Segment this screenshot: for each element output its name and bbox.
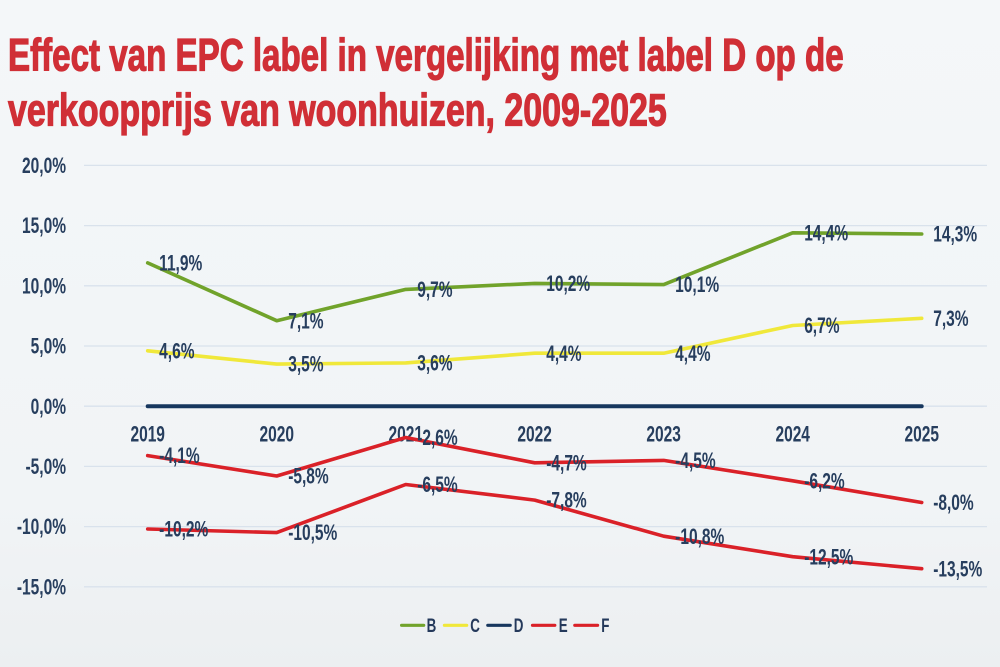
svg-text:7,1%: 7,1% — [288, 310, 323, 334]
svg-text:11,9%: 11,9% — [159, 252, 202, 276]
svg-text:2024: 2024 — [775, 423, 810, 447]
svg-text:4,4%: 4,4% — [675, 342, 710, 366]
svg-text:14,4%: 14,4% — [804, 222, 848, 246]
svg-text:E: E — [559, 616, 568, 637]
svg-text:Effect van EPC label in vergel: Effect van EPC label in vergelijking met… — [8, 31, 844, 81]
svg-text:2022: 2022 — [517, 423, 551, 447]
svg-text:10,1%: 10,1% — [675, 274, 719, 298]
svg-text:4,4%: 4,4% — [546, 342, 581, 366]
svg-text:-10,5%: -10,5% — [288, 522, 337, 546]
svg-text:20,0%: 20,0% — [22, 155, 66, 179]
svg-text:-8,0%: -8,0% — [933, 492, 974, 516]
svg-text:-4,7%: -4,7% — [546, 452, 587, 476]
svg-text:10,2%: 10,2% — [546, 273, 590, 297]
svg-text:2025: 2025 — [904, 423, 939, 447]
svg-text:2019: 2019 — [130, 423, 164, 447]
svg-text:2021: 2021 — [388, 423, 423, 447]
svg-text:D: D — [514, 616, 524, 637]
svg-text:3,5%: 3,5% — [288, 353, 323, 377]
svg-text:-2,6%: -2,6% — [417, 427, 458, 451]
svg-text:10,0%: 10,0% — [22, 275, 66, 299]
svg-text:B: B — [427, 616, 437, 637]
svg-text:-5,0%: -5,0% — [25, 456, 66, 480]
svg-text:5,0%: 5,0% — [31, 335, 66, 359]
svg-text:15,0%: 15,0% — [22, 215, 66, 239]
svg-text:-4,5%: -4,5% — [675, 450, 716, 474]
svg-text:4,6%: 4,6% — [159, 340, 194, 364]
svg-text:F: F — [601, 616, 609, 637]
svg-text:6,7%: 6,7% — [804, 315, 839, 339]
svg-text:-4,1%: -4,1% — [159, 445, 200, 469]
svg-text:-10,2%: -10,2% — [159, 518, 208, 542]
svg-text:-13,5%: -13,5% — [933, 558, 982, 582]
svg-text:-10,8%: -10,8% — [675, 525, 724, 549]
svg-text:-5,8%: -5,8% — [288, 465, 329, 489]
svg-text:14,3%: 14,3% — [933, 223, 977, 247]
svg-text:-6,5%: -6,5% — [417, 474, 458, 498]
svg-text:-6,2%: -6,2% — [804, 470, 845, 494]
svg-text:verkoopprijs van woonhuizen, 2: verkoopprijs van woonhuizen, 2009-2025 — [8, 86, 667, 136]
svg-text:0,0%: 0,0% — [31, 395, 66, 419]
svg-text:9,7%: 9,7% — [417, 279, 452, 303]
svg-text:7,3%: 7,3% — [933, 307, 968, 331]
svg-text:-10,0%: -10,0% — [17, 516, 66, 540]
svg-text:-7,8%: -7,8% — [546, 489, 587, 513]
svg-text:-12,5%: -12,5% — [804, 546, 853, 570]
svg-text:C: C — [470, 616, 480, 637]
svg-text:3,6%: 3,6% — [417, 352, 452, 376]
svg-text:2023: 2023 — [646, 423, 680, 447]
svg-text:2020: 2020 — [259, 423, 293, 447]
svg-text:-15,0%: -15,0% — [17, 576, 66, 600]
